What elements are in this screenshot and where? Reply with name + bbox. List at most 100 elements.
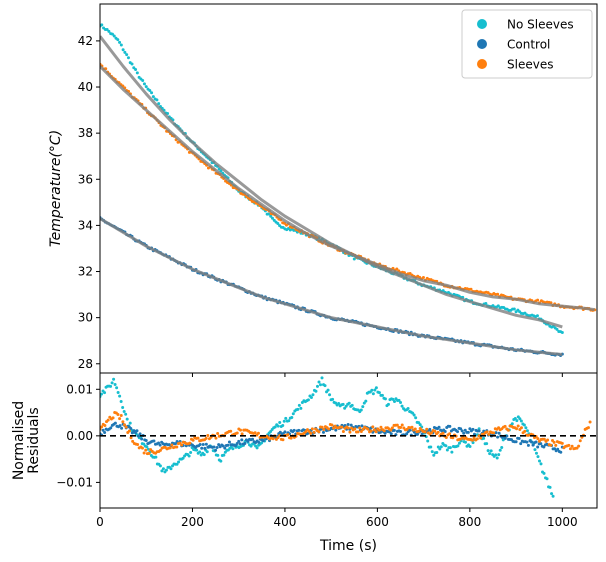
residual-point-control: [399, 429, 403, 433]
residual-point-sleeves: [317, 430, 321, 434]
residual-point-no-sleeves: [386, 402, 390, 406]
residual-point-sleeves: [158, 448, 162, 452]
residual-point-no-sleeves: [380, 393, 384, 397]
residual-point-sleeves: [554, 443, 558, 447]
residual-point-sleeves: [588, 420, 592, 424]
residual-point-sleeves: [379, 425, 383, 429]
residual-point-no-sleeves: [488, 452, 492, 456]
data-point-no-sleeves: [166, 111, 170, 115]
data-point-no-sleeves: [100, 23, 104, 27]
y-tick-label: 36: [78, 172, 93, 186]
residual-point-no-sleeves: [444, 444, 448, 448]
residual-point-no-sleeves: [518, 417, 522, 421]
residual-point-control: [321, 430, 325, 434]
residual-point-control: [292, 428, 296, 432]
residual-point-sleeves: [444, 435, 448, 439]
residual-point-control: [408, 428, 412, 432]
residual-point-no-sleeves: [112, 377, 116, 381]
fit-line-no-sleeves: [100, 35, 563, 329]
residual-point-control: [200, 446, 204, 450]
residual-point-sleeves: [111, 416, 115, 420]
residual-point-no-sleeves: [287, 419, 291, 423]
residual-point-no-sleeves: [551, 494, 555, 498]
residual-point-control: [443, 430, 447, 434]
residual-point-sleeves: [127, 429, 131, 433]
data-point-sleeves: [395, 267, 399, 271]
residual-point-control: [251, 437, 255, 441]
residual-point-sleeves: [390, 426, 394, 430]
residual-point-no-sleeves: [273, 425, 277, 429]
residual-point-control: [526, 443, 530, 447]
residual-point-control: [428, 427, 432, 431]
data-point-no-sleeves: [270, 216, 274, 220]
data-point-no-sleeves: [219, 169, 223, 173]
residual-point-control: [392, 428, 396, 432]
residual-point-control: [437, 425, 441, 429]
residual-point-sleeves: [451, 436, 455, 440]
residual-point-no-sleeves: [202, 453, 206, 457]
residual-point-control: [203, 446, 207, 450]
residual-point-control: [456, 430, 460, 434]
residual-point-no-sleeves: [116, 390, 120, 394]
residual-point-no-sleeves: [482, 436, 486, 440]
residual-point-sleeves: [549, 443, 553, 447]
residual-point-control: [198, 443, 202, 447]
residual-point-control: [539, 442, 543, 446]
residual-point-control: [505, 434, 509, 438]
residual-point-no-sleeves: [494, 453, 498, 457]
residual-point-sleeves: [472, 436, 476, 440]
residual-point-no-sleeves: [299, 406, 303, 410]
residual-point-control: [496, 435, 500, 439]
residual-point-sleeves: [578, 439, 582, 443]
residual-point-no-sleeves: [249, 444, 253, 448]
residual-point-no-sleeves: [485, 442, 489, 446]
residual-point-no-sleeves: [282, 419, 286, 423]
residual-point-no-sleeves: [216, 453, 220, 457]
residual-point-no-sleeves: [222, 453, 226, 457]
residual-point-no-sleeves: [489, 449, 493, 453]
residual-point-control: [460, 429, 464, 433]
y-tick-label: 40: [78, 80, 93, 94]
x-tick-label: 400: [273, 515, 296, 529]
residual-point-no-sleeves: [418, 423, 422, 427]
residual-point-sleeves: [487, 432, 491, 436]
residual-point-control: [257, 440, 261, 444]
residual-point-no-sleeves: [438, 447, 442, 451]
residual-point-control: [157, 441, 161, 445]
y-tick-label: 30: [78, 311, 93, 325]
x-tick-label: 800: [458, 515, 481, 529]
residual-point-sleeves: [516, 424, 520, 428]
x-tick-label: 0: [96, 515, 104, 529]
residual-point-no-sleeves: [383, 397, 387, 401]
residual-point-control: [120, 426, 124, 430]
residual-point-no-sleeves: [297, 403, 301, 407]
residual-point-no-sleeves: [445, 448, 449, 452]
residual-point-no-sleeves: [319, 383, 322, 387]
residual-point-sleeves: [312, 430, 316, 434]
residual-point-no-sleeves: [164, 468, 168, 472]
residual-point-sleeves: [417, 429, 421, 433]
residual-point-sleeves: [256, 431, 260, 435]
residual-point-no-sleeves: [119, 399, 123, 403]
residual-point-sleeves: [395, 423, 399, 427]
residual-point-sleeves: [175, 445, 179, 449]
residual-point-sleeves: [116, 413, 120, 417]
residual-point-no-sleeves: [187, 454, 191, 458]
residual-point-no-sleeves: [231, 447, 235, 451]
residual-point-control: [530, 440, 533, 444]
residual-point-no-sleeves: [537, 459, 541, 463]
residual-point-no-sleeves: [158, 464, 162, 468]
residual-point-no-sleeves: [175, 462, 179, 466]
residual-point-sleeves: [413, 427, 417, 431]
data-point-no-sleeves: [560, 331, 564, 335]
residual-y-tick-label: 0.01: [66, 382, 93, 396]
residual-point-no-sleeves: [323, 384, 327, 388]
residual-point-control: [234, 444, 238, 448]
residual-point-sleeves: [191, 438, 195, 442]
residual-point-no-sleeves: [361, 405, 365, 409]
residual-point-control: [221, 444, 225, 448]
residual-point-sleeves: [358, 426, 362, 430]
residual-point-no-sleeves: [169, 467, 173, 471]
residual-point-no-sleeves: [406, 406, 410, 410]
